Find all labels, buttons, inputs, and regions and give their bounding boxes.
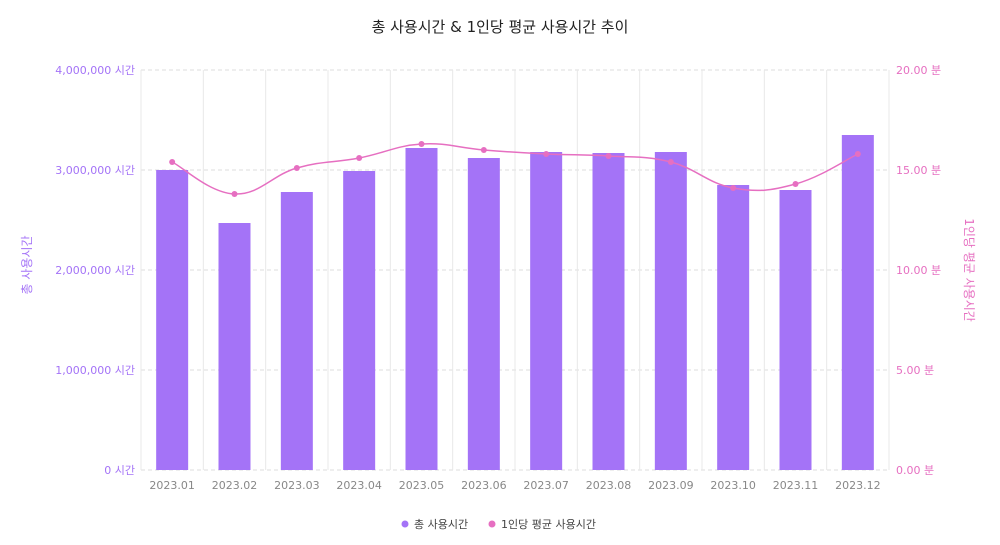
bar [467, 158, 500, 470]
y-left-tick-label: 4,000,000 시간 [55, 64, 135, 77]
x-tick-label: 2023.05 [399, 479, 445, 492]
y-right-tick-label: 0.00 분 [896, 464, 934, 477]
bar [592, 153, 625, 470]
bar [218, 223, 251, 470]
legend-item-avg-time[interactable]: 1인당 평균 사용시간 [488, 518, 596, 531]
legend-label-avg-time: 1인당 평균 사용시간 [501, 518, 596, 531]
y-left-tick-label: 1,000,000 시간 [55, 364, 135, 377]
y-left-tick-label: 2,000,000 시간 [55, 264, 135, 277]
x-tick-label: 2023.03 [274, 479, 320, 492]
line-point [480, 147, 487, 153]
line-series [169, 141, 861, 197]
line-point [231, 191, 238, 197]
line-point [730, 185, 737, 191]
x-tick-label: 2023.10 [710, 479, 756, 492]
line-point [605, 153, 612, 159]
y-left-tick-label: 0 시간 [104, 464, 135, 477]
y-right-tick-label: 10.00 분 [896, 264, 941, 277]
bar [343, 171, 376, 470]
line-point [543, 151, 550, 157]
series-line [171, 142, 859, 195]
line-point [169, 159, 176, 165]
line-point [418, 141, 425, 147]
legend-marker-avg-time [488, 520, 496, 528]
bar [156, 170, 189, 470]
y-right-tick-label: 5.00 분 [896, 364, 934, 377]
x-tick-label: 2023.11 [773, 479, 819, 492]
bar [779, 190, 812, 470]
legend-marker-total-time [401, 520, 409, 528]
bars [156, 135, 874, 470]
x-tick-label: 2023.12 [835, 479, 881, 492]
x-tick-label: 2023.07 [523, 479, 569, 492]
x-tick-label: 2023.04 [336, 479, 382, 492]
bar [405, 148, 438, 470]
y-left-tick-label: 3,000,000 시간 [55, 164, 135, 177]
bar [280, 192, 313, 470]
bar [841, 135, 874, 470]
line-point [854, 151, 861, 157]
grid [140, 69, 890, 471]
x-tick-label: 2023.01 [149, 479, 195, 492]
x-tick-label: 2023.08 [586, 479, 632, 492]
chart-title: 총 사용시간 & 1인당 평균 사용시간 추이 [372, 18, 629, 36]
line-point [667, 159, 674, 165]
bar [654, 152, 687, 470]
x-tick-label: 2023.09 [648, 479, 694, 492]
bar [717, 185, 750, 470]
y-left-axis-label: 총 사용시간 [20, 235, 34, 294]
legend: 총 사용시간 1인당 평균 사용시간 [401, 518, 596, 531]
bar [530, 152, 563, 470]
legend-label-total-time: 총 사용시간 [414, 518, 468, 531]
x-tick-label: 2023.02 [212, 479, 258, 492]
y-right-tick-label: 20.00 분 [896, 64, 941, 77]
legend-item-total-time[interactable]: 총 사용시간 [401, 518, 469, 531]
y-right-axis-label: 1인당 평균 사용시간 [962, 218, 976, 322]
y-right-tick-label: 15.00 분 [896, 164, 941, 177]
axes: 0 시간 1,000,000 시간 2,000,000 시간 3,000,000 시간… [55, 64, 941, 492]
x-tick-label: 2023.06 [461, 479, 507, 492]
line-point [293, 165, 300, 171]
line-point [792, 181, 799, 187]
line-point [356, 155, 363, 161]
